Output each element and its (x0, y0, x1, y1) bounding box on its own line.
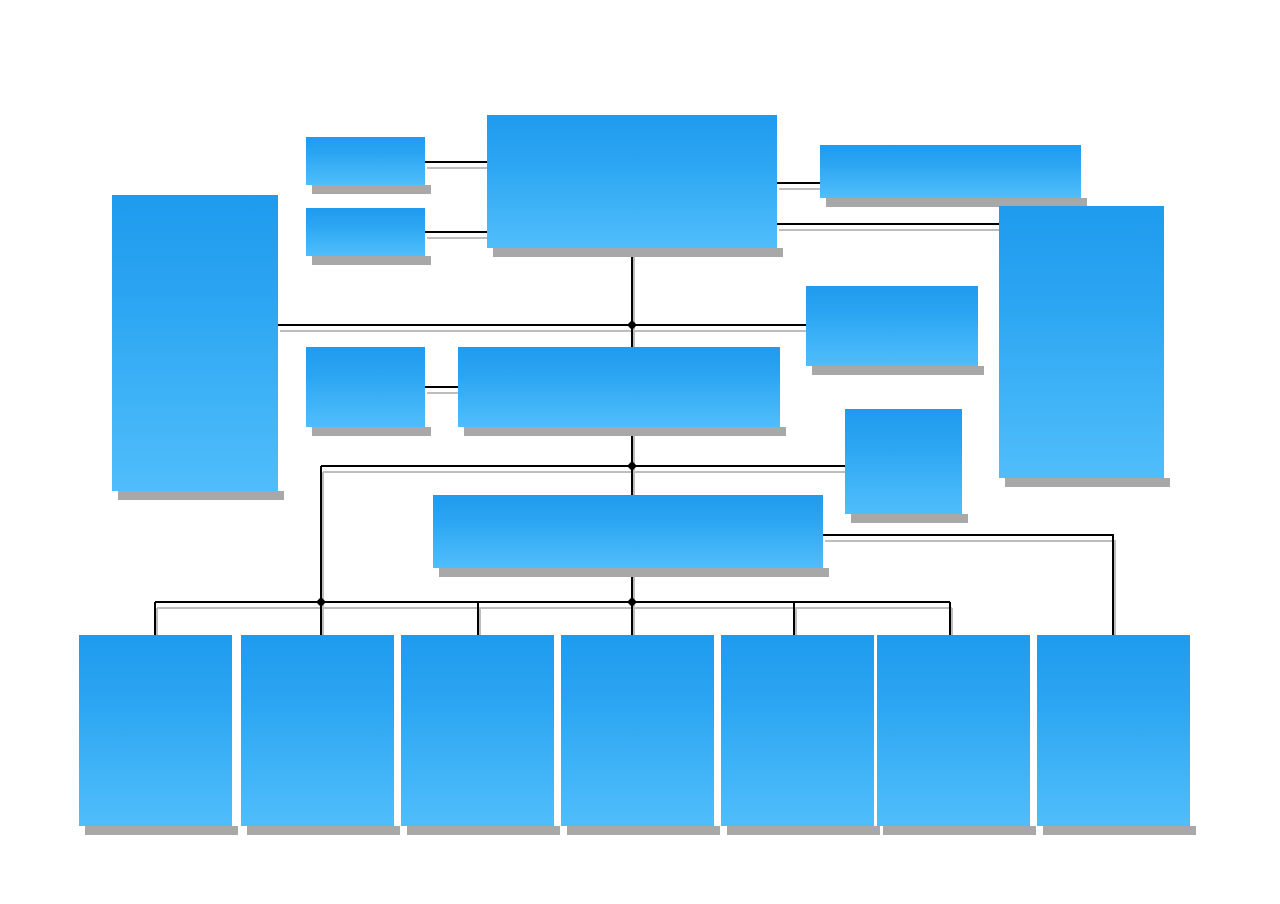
node-top-right[interactable] (820, 145, 1087, 207)
node-top-left-lower-label (306, 208, 425, 256)
junction-upper-spine (627, 320, 637, 330)
node-leaf-3[interactable] (401, 635, 560, 835)
node-lower-right[interactable] (845, 409, 968, 523)
node-leaf-1-label (79, 635, 232, 826)
node-mid-center-label (458, 347, 780, 427)
node-leaf-2[interactable] (241, 635, 400, 835)
node-leaf-5[interactable] (721, 635, 880, 835)
node-leaf-7[interactable] (1037, 635, 1196, 835)
node-mid-center[interactable] (458, 347, 786, 436)
node-top-right-label (820, 145, 1081, 198)
node-lower-right-label (845, 409, 962, 514)
connector-lower-right-elbow-shadow (825, 540, 1116, 641)
node-root-label (487, 115, 777, 248)
junction-marker-group (316, 320, 637, 607)
node-leaf-4[interactable] (561, 635, 720, 835)
node-lower-center[interactable] (433, 495, 829, 577)
node-right-tall-label (999, 206, 1164, 478)
junction-leaf-bus-center (627, 597, 637, 607)
node-mid-right-label (806, 286, 978, 366)
node-leaf-2-label (241, 635, 394, 826)
node-root[interactable] (487, 115, 783, 257)
node-mid-left[interactable] (306, 347, 431, 436)
connector-lower-right-elbow[interactable] (823, 534, 1114, 635)
node-top-left-upper[interactable] (306, 137, 431, 194)
junction-leaf-bus-left (316, 597, 326, 607)
node-leaf-4-label (561, 635, 714, 826)
node-left-tall[interactable] (112, 195, 284, 500)
node-leaf-7-label (1037, 635, 1190, 826)
node-right-tall[interactable] (999, 206, 1170, 487)
junction-middle-spine (627, 461, 637, 471)
node-leaf-6-label (877, 635, 1030, 826)
node-top-left-lower[interactable] (306, 208, 431, 265)
node-leaf-5-label (721, 635, 874, 826)
node-top-left-upper-label (306, 137, 425, 185)
node-leaf-6[interactable] (877, 635, 1036, 835)
node-leaf-1[interactable] (79, 635, 238, 835)
node-left-tall-label (112, 195, 278, 491)
node-mid-left-label (306, 347, 425, 427)
node-mid-right[interactable] (806, 286, 984, 375)
node-leaf-3-label (401, 635, 554, 826)
node-lower-center-label (433, 495, 823, 568)
connector-line-group (154, 161, 1114, 635)
